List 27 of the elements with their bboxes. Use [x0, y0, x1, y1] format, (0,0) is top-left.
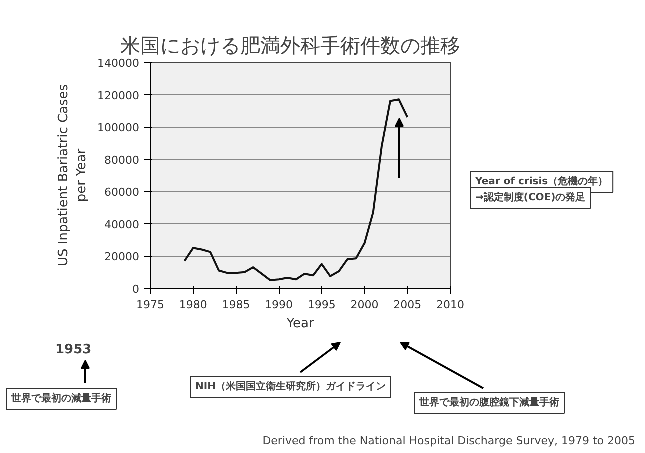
x-tick-label: 1985	[222, 298, 250, 312]
line-series	[184, 98, 409, 282]
y-axis-title: US Inpatient Bariatric Cases per Year	[56, 84, 90, 267]
text: NIH（米国国立衛生研究所）ガイドライン	[196, 380, 386, 392]
y-tick-label: 20000	[104, 250, 140, 264]
x-tick-label: 1975	[136, 298, 165, 312]
text: 世界で最初の腹腔鏡下減量手術	[418, 396, 560, 408]
y-tick-label: 60000	[104, 186, 140, 200]
y-tick-label: 80000	[104, 154, 140, 167]
x-tick-label: 2010	[436, 298, 465, 312]
y-tick-label: 120000	[98, 89, 140, 102]
x-axis-title: Year	[286, 316, 315, 332]
y-tick-label: 140000	[98, 57, 140, 70]
text: →認定制度(COE)の発足	[476, 191, 586, 204]
y-tick-label: 0	[132, 283, 140, 296]
chart-title: 米国における肥満外科手術件数の推移	[120, 34, 460, 58]
text: Year of crisis（危機の年）	[474, 176, 608, 188]
y-tick-label: 100000	[98, 122, 140, 135]
text: 世界で最初の減量手術	[10, 392, 112, 404]
x-tick-label: 1990	[265, 298, 294, 312]
text: Derived from the National Hospital Discharge Survey, 1979 to 2005	[262, 434, 636, 448]
x-tick-label: 2005	[394, 298, 422, 312]
x-tick-label: 1995	[308, 298, 336, 312]
x-tick-label: 2000	[350, 298, 379, 312]
y-tick-label: 40000	[104, 218, 140, 232]
text: 1953	[56, 342, 92, 358]
x-tick-label: 1980	[179, 298, 208, 312]
